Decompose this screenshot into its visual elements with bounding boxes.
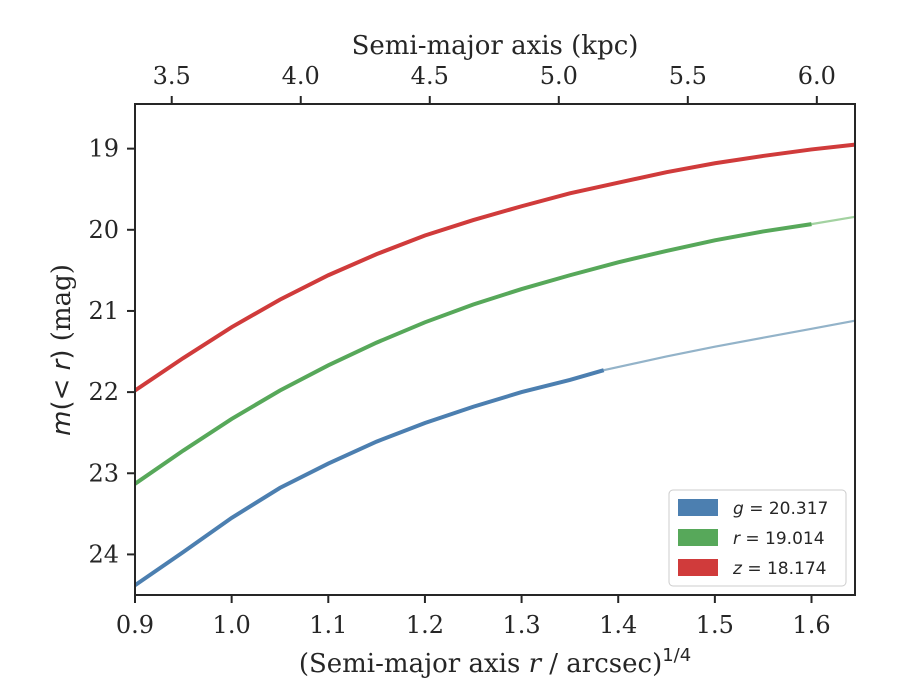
legend-swatch-r (678, 529, 718, 546)
y-tick-label: 20 (88, 216, 119, 244)
series-r-extrapolated-line (811, 215, 856, 226)
x-tick-label: 1.2 (406, 611, 444, 639)
y-tick-label: 24 (88, 540, 119, 568)
series-curves (133, 142, 856, 587)
y-tick-label: 21 (88, 297, 119, 325)
series-z-line (133, 142, 856, 393)
x-tick-label: 1.1 (309, 611, 347, 639)
top-x-tick-label: 4.0 (282, 62, 320, 90)
series-r-line (133, 222, 812, 486)
plot-frame (134, 103, 856, 596)
legend-label-g: g = 20.317 (733, 499, 828, 519)
y-tick-label: 23 (88, 459, 119, 487)
x-tick-label: 1.3 (502, 611, 540, 639)
top-x-tick-label: 4.5 (411, 62, 449, 90)
legend-swatch-z (678, 559, 718, 576)
y-tick-label: 19 (88, 135, 119, 163)
top-x-ticks: 3.5 4.0 4.5 5.0 5.5 6.0 (153, 62, 836, 104)
series-g-extrapolated-line (603, 319, 856, 372)
y-axis-title: m(< r) (mag) (47, 264, 77, 436)
x-tick-label: 1.5 (696, 611, 734, 639)
x-tick-label: 0.9 (116, 611, 154, 639)
legend: g = 20.317 r = 19.014 z = 18.174 (668, 489, 847, 587)
y-ticks: 19 20 21 22 23 24 (88, 135, 135, 568)
x-tick-label: 1.0 (213, 611, 251, 639)
legend-label-r: r = 19.014 (733, 529, 825, 549)
y-tick-label: 22 (88, 378, 119, 406)
bottom-x-ticks: 0.9 1.0 1.1 1.2 1.3 1.4 1.5 1.6 (116, 595, 831, 639)
top-x-tick-label: 5.5 (669, 62, 707, 90)
x-tick-label: 1.6 (792, 611, 830, 639)
legend-label-z: z = 18.174 (732, 559, 826, 579)
x-tick-label: 1.4 (599, 611, 637, 639)
top-x-tick-label: 6.0 (798, 62, 836, 90)
series-g-line (133, 368, 605, 587)
x-axis-title: (Semi-major axis r / arcsec)1/4 (299, 645, 691, 679)
top-x-tick-label: 5.0 (540, 62, 578, 90)
top-x-tick-label: 3.5 (153, 62, 191, 90)
top-x-axis-title: Semi-major axis (kpc) (352, 31, 639, 61)
legend-swatch-g (678, 499, 718, 516)
